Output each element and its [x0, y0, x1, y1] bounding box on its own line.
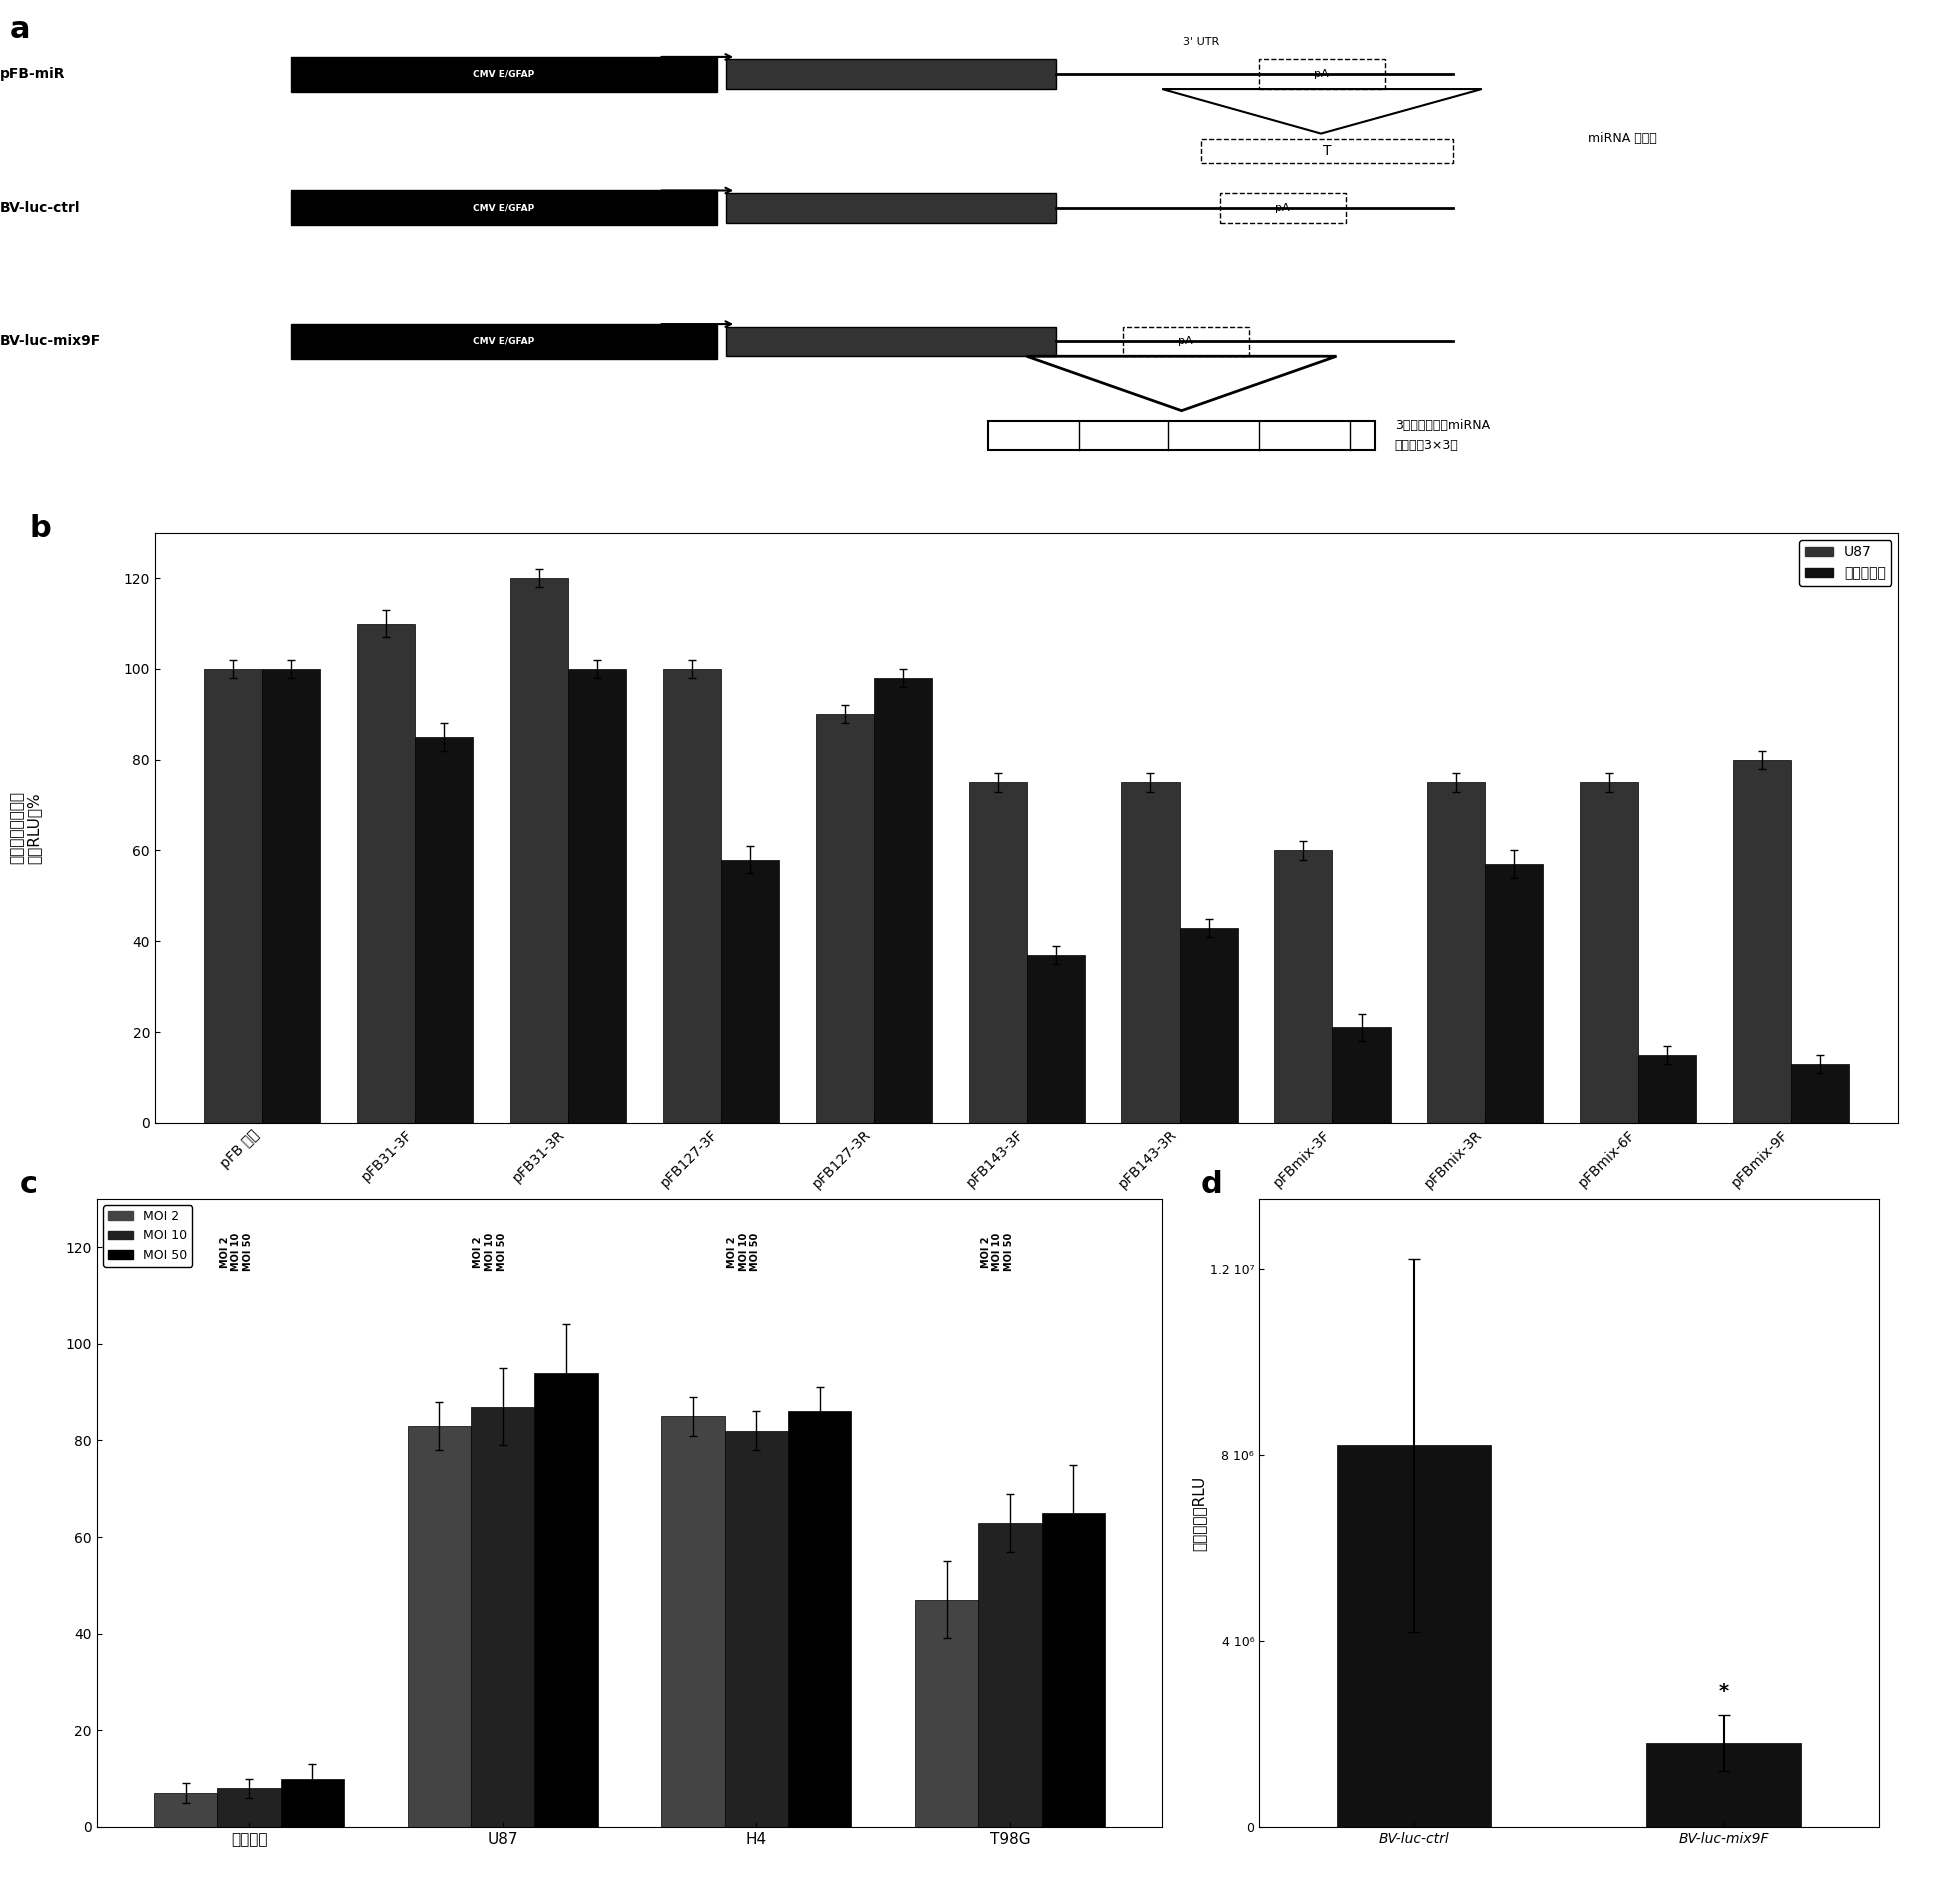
Bar [815, 714, 874, 1123]
Text: b: b [29, 514, 50, 542]
Bar [471, 1406, 535, 1827]
Bar [1646, 1743, 1801, 1827]
Bar [788, 1412, 852, 1827]
Bar [968, 782, 1027, 1123]
Bar [661, 1416, 724, 1827]
Text: CMV E/GFAP: CMV E/GFAP [473, 337, 535, 346]
Text: 3' UTR: 3' UTR [1184, 36, 1218, 48]
Bar [415, 736, 473, 1123]
FancyBboxPatch shape [726, 327, 1056, 356]
Bar [203, 670, 261, 1123]
Bar [153, 1793, 217, 1827]
FancyBboxPatch shape [726, 59, 1056, 89]
Bar [1275, 851, 1333, 1123]
Bar [407, 1425, 471, 1827]
Text: d: d [1201, 1170, 1222, 1199]
Text: MOI 2
MOI 10
MOI 50: MOI 2 MOI 10 MOI 50 [980, 1233, 1013, 1271]
Text: pA: pA [1313, 69, 1329, 80]
Bar [261, 670, 320, 1123]
Bar [1734, 759, 1792, 1123]
Bar [535, 1372, 599, 1827]
Bar [217, 1789, 281, 1827]
Y-axis label: 每个组织的RLU: 每个组织的RLU [1191, 1475, 1207, 1551]
Legend: U87, 人星形细胞: U87, 人星形细胞 [1799, 540, 1891, 586]
Bar [281, 1779, 345, 1827]
FancyBboxPatch shape [291, 324, 717, 358]
FancyBboxPatch shape [1259, 59, 1385, 89]
Text: pFB-miR: pFB-miR [0, 67, 66, 82]
Text: BV-luc-ctrl: BV-luc-ctrl [0, 202, 81, 215]
Bar [1337, 1446, 1491, 1827]
FancyBboxPatch shape [988, 421, 1375, 451]
Text: 3个拷贝的混杂miRNA: 3个拷贝的混杂miRNA [1395, 419, 1490, 432]
Text: T: T [1323, 145, 1331, 158]
Bar [1333, 1028, 1391, 1123]
Text: MOI 2
MOI 10
MOI 50: MOI 2 MOI 10 MOI 50 [473, 1233, 507, 1271]
Text: 靶序列（3×3）: 靶序列（3×3） [1395, 440, 1459, 451]
Bar [1639, 1054, 1697, 1123]
Bar [509, 579, 568, 1123]
Text: pA: pA [1178, 337, 1193, 346]
Bar [1180, 927, 1238, 1123]
Bar [1792, 1064, 1850, 1123]
Text: pA: pA [1275, 204, 1290, 213]
Text: MOI 2
MOI 10
MOI 50: MOI 2 MOI 10 MOI 50 [726, 1233, 759, 1271]
Bar [1027, 955, 1085, 1123]
Text: miRNA 靶序列: miRNA 靶序列 [1588, 131, 1656, 145]
Bar [724, 1431, 788, 1827]
Bar [1581, 782, 1639, 1123]
FancyBboxPatch shape [1201, 139, 1453, 164]
Text: a: a [10, 15, 31, 44]
Bar [1042, 1513, 1106, 1827]
Bar [662, 670, 721, 1123]
FancyBboxPatch shape [291, 190, 717, 225]
Bar [356, 624, 415, 1123]
Bar [1122, 782, 1180, 1123]
Bar [1486, 864, 1544, 1123]
Bar [978, 1522, 1042, 1827]
Bar [874, 677, 932, 1123]
Text: CMV E/GFAP: CMV E/GFAP [473, 204, 535, 213]
Legend: MOI 2, MOI 10, MOI 50: MOI 2, MOI 10, MOI 50 [103, 1205, 192, 1267]
FancyBboxPatch shape [291, 57, 717, 91]
FancyBboxPatch shape [1220, 192, 1346, 223]
Bar [568, 670, 626, 1123]
Text: c: c [19, 1170, 37, 1199]
Text: CMV E/GFAP: CMV E/GFAP [473, 70, 535, 78]
Bar [914, 1600, 978, 1827]
Text: BV-luc-mix9F: BV-luc-mix9F [0, 335, 101, 348]
Text: MOI 2
MOI 10
MOI 50: MOI 2 MOI 10 MOI 50 [219, 1233, 254, 1271]
FancyBboxPatch shape [1123, 327, 1249, 356]
Y-axis label: 荧光素酶基因表达
对照RLU的%: 荧光素酶基因表达 对照RLU的% [10, 792, 43, 864]
Text: *: * [1718, 1682, 1730, 1701]
FancyBboxPatch shape [726, 192, 1056, 223]
Bar [721, 860, 779, 1123]
Bar [1428, 782, 1486, 1123]
